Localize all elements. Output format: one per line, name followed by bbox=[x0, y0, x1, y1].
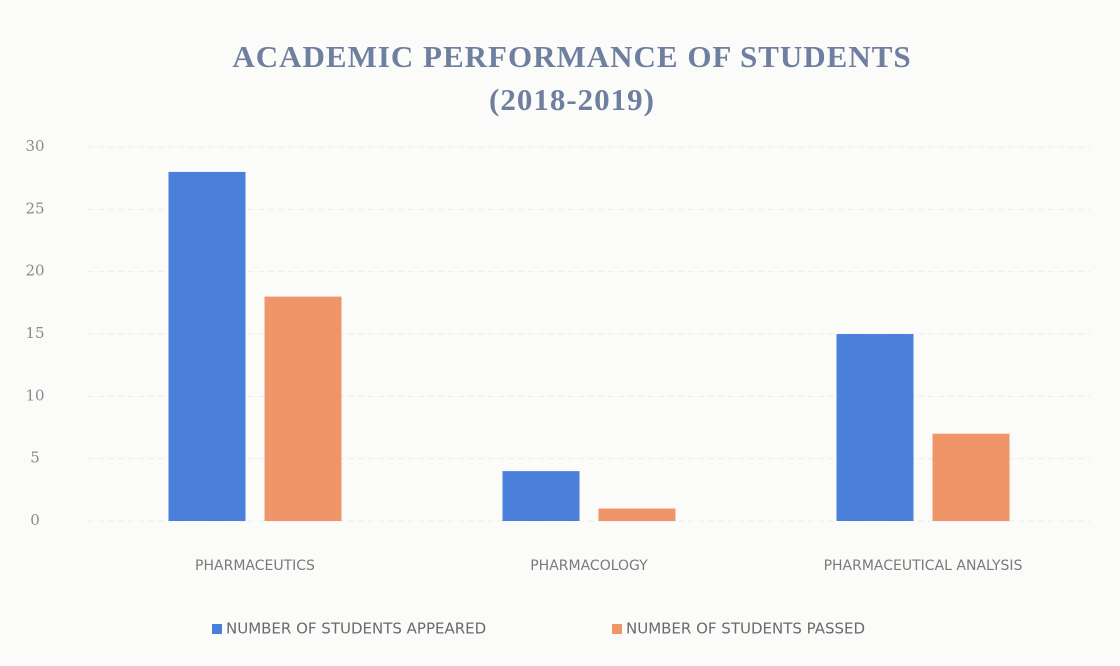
bar bbox=[264, 296, 342, 521]
y-tick-label: 0 bbox=[30, 511, 40, 529]
chart-subtitle: (2018-2019) bbox=[489, 82, 655, 117]
y-tick-label: 5 bbox=[30, 449, 40, 467]
legend-swatch bbox=[212, 624, 222, 634]
bar bbox=[932, 433, 1010, 521]
x-tick-label: PHARMACOLOGY bbox=[530, 558, 648, 574]
legend-label: NUMBER OF STUDENTS PASSED bbox=[626, 620, 865, 638]
y-tick-label: 10 bbox=[25, 386, 44, 404]
y-tick-label: 30 bbox=[25, 137, 44, 155]
bar bbox=[502, 471, 580, 521]
bar bbox=[168, 171, 246, 521]
y-tick-label: 15 bbox=[25, 324, 44, 342]
x-tick-label: PHARMACEUTICAL ANALYSIS bbox=[824, 558, 1023, 574]
legend-label: NUMBER OF STUDENTS APPEARED bbox=[226, 620, 486, 638]
y-tick-label: 25 bbox=[25, 199, 44, 217]
chart-title: ACADEMIC PERFORMANCE OF STUDENTS bbox=[232, 39, 911, 74]
y-tick-label: 20 bbox=[25, 262, 44, 280]
x-tick-label: PHARMACEUTICS bbox=[195, 558, 315, 574]
bar bbox=[836, 334, 914, 521]
bar bbox=[598, 508, 676, 521]
legend-swatch bbox=[612, 624, 622, 634]
